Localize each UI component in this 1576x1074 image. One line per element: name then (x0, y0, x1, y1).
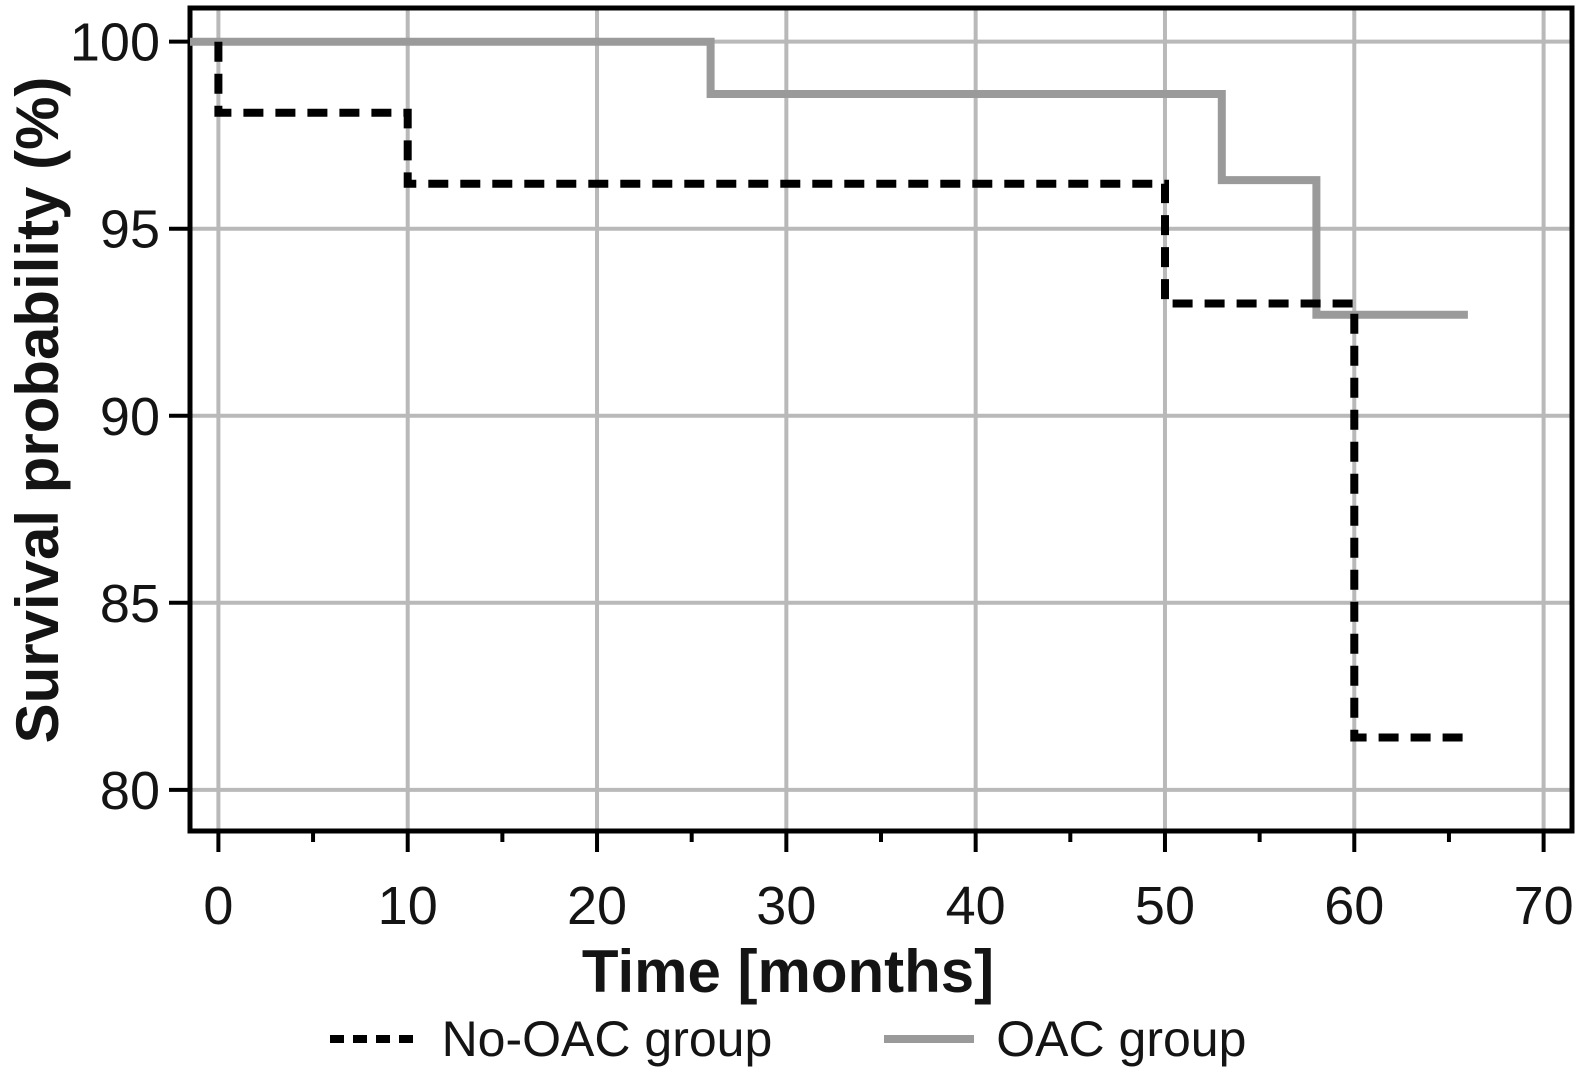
y-tick-label: 100 (70, 13, 160, 73)
x-tick-label: 40 (946, 876, 1006, 936)
y-axis-title: Survival probability (%) (4, 77, 71, 744)
x-tick-label: 10 (378, 876, 438, 936)
x-tick-label: 60 (1324, 876, 1384, 936)
x-tick-label: 0 (203, 876, 233, 936)
y-tick-label: 80 (100, 761, 160, 821)
legend-label-no-oac: No-OAC group (441, 1011, 773, 1067)
series-path-no-oac-group (214, 41, 1468, 742)
legend-item-oac: OAC group (884, 1014, 1246, 1064)
x-axis-title: Time [months] (582, 938, 994, 1005)
x-tick-label: 20 (567, 876, 627, 936)
legend: No-OAC group OAC group (0, 1006, 1576, 1072)
oac-solid-line-swatch (884, 1035, 975, 1043)
x-tick-label: 30 (756, 876, 816, 936)
x-tick-label: 50 (1135, 876, 1195, 936)
y-tick-label: 85 (100, 574, 160, 634)
legend-label-oac: OAC group (996, 1011, 1247, 1067)
plot-border (187, 5, 1575, 834)
legend-item-no-oac: No-OAC group (329, 1011, 773, 1067)
series-path-oac-group (190, 37, 1468, 319)
y-tick-label: 90 (100, 387, 160, 447)
y-tick-label: 95 (100, 200, 160, 260)
no-oac-dashed-line-swatch (329, 1035, 420, 1043)
x-tick-label: 70 (1514, 876, 1574, 936)
